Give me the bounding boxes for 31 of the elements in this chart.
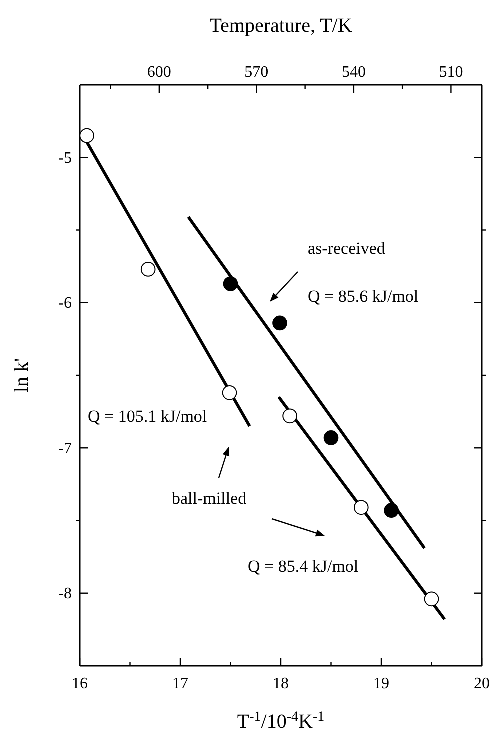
y-tick-label: -6 — [58, 294, 72, 312]
point — [354, 500, 369, 516]
annotation: Q = 85.6 kJ/mol — [308, 287, 419, 306]
point — [223, 276, 238, 292]
x-tick-label: 16 — [72, 675, 88, 692]
y-axis-title: ln k' — [11, 358, 33, 393]
point — [324, 430, 339, 446]
annotation: Q = 105.1 kJ/mol — [88, 407, 208, 426]
point — [80, 128, 94, 144]
x-tick-label: 19 — [374, 675, 390, 692]
x2-tick-label: 600 — [147, 64, 172, 81]
x2-tick-label: 570 — [244, 64, 269, 81]
x-tick-label: 20 — [474, 675, 490, 692]
point — [424, 592, 440, 607]
y-tick-label: -5 — [58, 150, 72, 167]
y-tick-label: -8 — [58, 585, 72, 602]
x2-tick-label: 540 — [342, 64, 366, 81]
annotation: Q = 85.4 kJ/mol — [248, 557, 359, 576]
annotation: ball-milled — [172, 489, 248, 508]
point — [222, 386, 238, 400]
point — [282, 408, 298, 424]
x2-tick-label: 510 — [439, 64, 464, 81]
x-axis-title: T$^{-1}$/10$^{-4}$K$^{-1}$ — [237, 710, 325, 733]
x-tick-label: 17 — [172, 675, 188, 692]
annotation: as-received — [308, 239, 386, 258]
point — [272, 316, 288, 331]
x-tick-label: 18 — [273, 675, 289, 692]
x2-axis-title: Temperature, T/K — [210, 15, 353, 37]
y-tick-label: -7 — [58, 440, 72, 458]
point — [384, 503, 399, 518]
point — [140, 262, 156, 277]
